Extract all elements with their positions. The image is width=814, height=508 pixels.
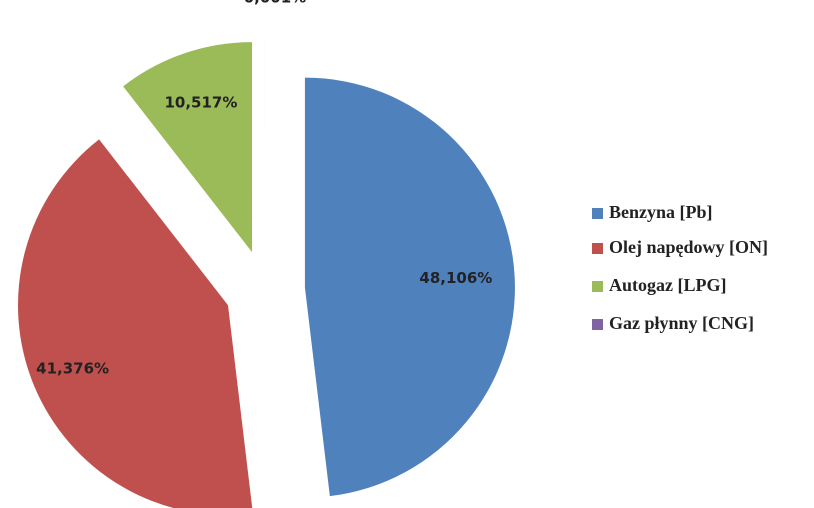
legend-swatch — [592, 319, 603, 330]
pie-slice — [18, 139, 253, 508]
data-label: 48,106% — [419, 269, 492, 287]
legend-label: Olej napędowy [ON] — [609, 237, 768, 257]
legend-label: Benzyna [Pb] — [609, 202, 713, 222]
data-label: 41,376% — [36, 360, 109, 378]
data-label: 0,001% — [244, 0, 306, 7]
legend-label: Autogaz [LPG] — [609, 275, 726, 295]
data-label: 10,517% — [164, 94, 237, 112]
legend-swatch — [592, 208, 603, 219]
legend-swatch — [592, 281, 603, 292]
pie-slice — [123, 42, 253, 253]
legend-label: Gaz płynny [CNG] — [609, 313, 754, 333]
legend-swatch — [592, 243, 603, 254]
pie-slice — [304, 77, 515, 497]
